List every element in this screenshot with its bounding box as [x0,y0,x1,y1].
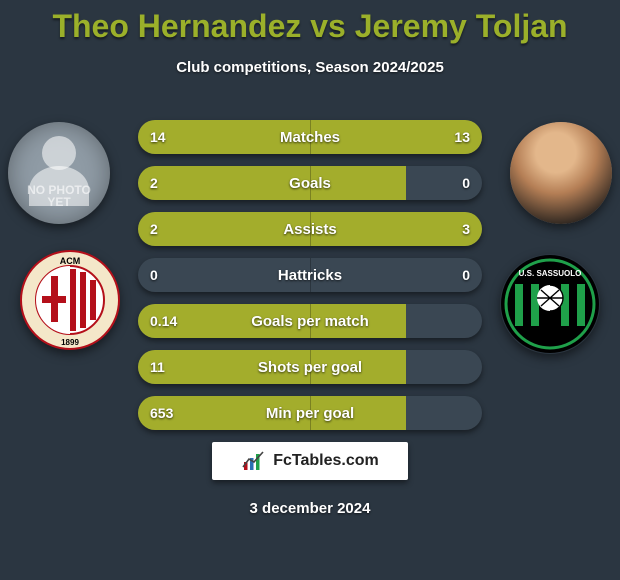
stat-label: Goals per match [138,304,482,338]
no-photo-line2: YET [47,196,70,208]
stat-label: Shots per goal [138,350,482,384]
date-label: 3 december 2024 [0,500,620,517]
stat-row: 653Min per goal [138,396,482,430]
svg-text:ACM: ACM [60,256,81,266]
stat-value-right: 0 [462,258,470,292]
stat-value-right: 13 [454,120,470,154]
stat-value-right: 0 [462,166,470,200]
stat-label: Assists [138,212,482,246]
stat-row: 14Matches13 [138,120,482,154]
stat-row: 11Shots per goal [138,350,482,384]
stat-label: Hattricks [138,258,482,292]
svg-text:U.S. SASSUOLO: U.S. SASSUOLO [519,269,582,278]
stat-row: 0Hattricks0 [138,258,482,292]
svg-text:1899: 1899 [61,338,79,347]
chart-icon [241,449,265,473]
comparison-bars: 14Matches132Goals02Assists30Hattricks00.… [138,120,482,442]
stat-label: Matches [138,120,482,154]
stat-row: 2Goals0 [138,166,482,200]
subtitle: Club competitions, Season 2024/2025 [0,59,620,76]
no-photo-placeholder: NO PHOTO YET [8,122,110,224]
page-title: Theo Hernandez vs Jeremy Toljan [0,0,620,45]
stat-label: Min per goal [138,396,482,430]
club-right-crest: U.S. SASSUOLO [500,254,600,354]
stat-row: 2Assists3 [138,212,482,246]
stat-label: Goals [138,166,482,200]
player-left-avatar: NO PHOTO YET [8,122,110,224]
player-photo [510,122,612,224]
stat-value-right: 3 [462,212,470,246]
brand-badge: FcTables.com [212,442,408,480]
player-right-avatar [510,122,612,224]
brand-text: FcTables.com [273,452,379,470]
stat-row: 0.14Goals per match [138,304,482,338]
club-left-crest: ACM 1899 [20,250,120,350]
